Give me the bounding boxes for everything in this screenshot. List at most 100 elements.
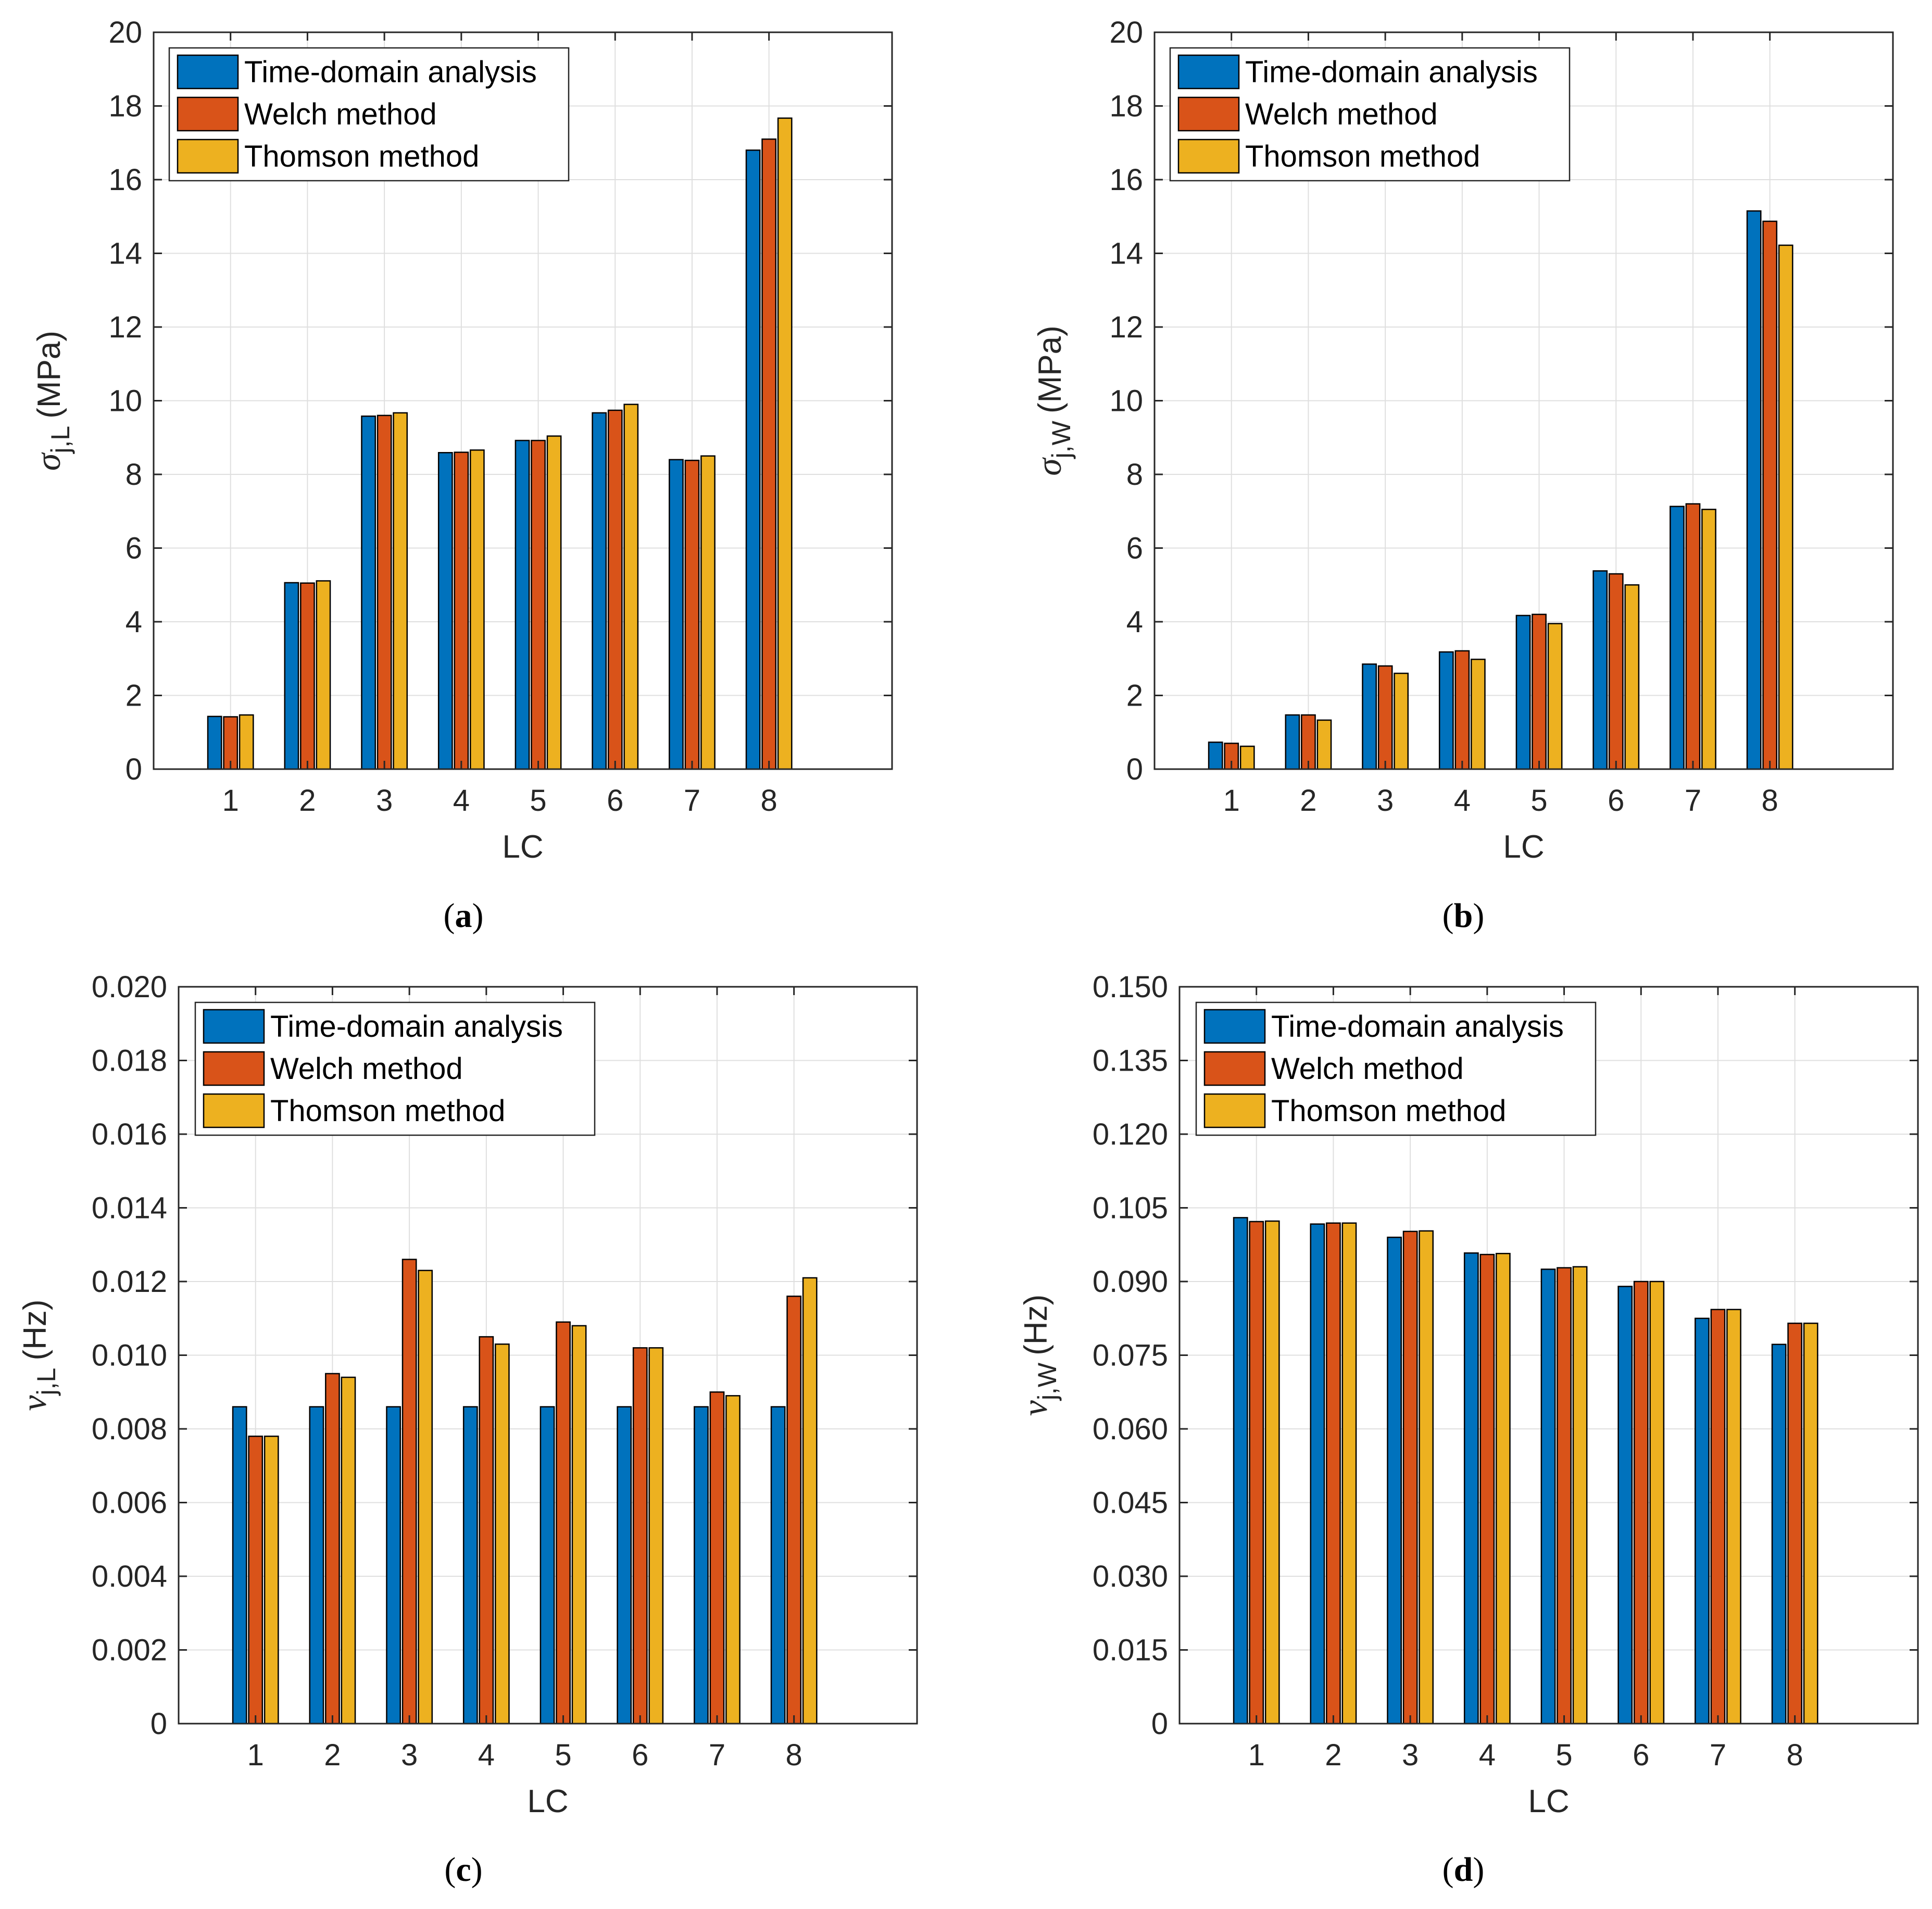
- bar: [531, 439, 546, 770]
- panel-caption: (a): [444, 897, 484, 935]
- bar: [1208, 742, 1223, 770]
- y-tick-label: 0.120: [1093, 1117, 1168, 1151]
- x-tick-label: 1: [1223, 784, 1240, 818]
- bar: [1624, 584, 1640, 770]
- bar: [284, 582, 299, 770]
- y-tick-label: 10: [1109, 384, 1143, 418]
- y-axis-unit: (Hz): [1018, 1295, 1054, 1355]
- x-tick-label: 5: [1530, 784, 1547, 818]
- x-tick-label: 1: [1248, 1738, 1265, 1772]
- x-tick-label: 6: [632, 1738, 648, 1772]
- y-tick-label: 0.060: [1093, 1412, 1168, 1446]
- y-tick-label: 0.015: [1093, 1634, 1168, 1667]
- y-axis-unit: (MPa): [1032, 325, 1068, 413]
- y-tick-label: 0.008: [92, 1412, 167, 1446]
- x-tick-label: 2: [1325, 1738, 1341, 1772]
- y-tick-label: 0.150: [1093, 970, 1168, 1004]
- x-tick-label: 2: [324, 1738, 341, 1772]
- bar: [1264, 1220, 1280, 1725]
- y-tick-label: 6: [126, 532, 142, 566]
- x-tick-label: 2: [1300, 784, 1316, 818]
- y-tick-label: 8: [1126, 458, 1143, 492]
- bar: [248, 1435, 264, 1725]
- x-tick-label: 7: [1710, 1738, 1726, 1772]
- bar: [316, 580, 331, 770]
- caption-open-paren: (: [1442, 1851, 1454, 1889]
- y-axis-subscript: j,W: [1033, 1362, 1062, 1401]
- bar: [1341, 1222, 1357, 1725]
- x-tick-label: 4: [1479, 1738, 1496, 1772]
- bar: [694, 1406, 709, 1725]
- bar: [1233, 1217, 1248, 1725]
- x-axis-label: LC: [527, 1784, 568, 1819]
- legend-label: Time-domain analysis: [1245, 55, 1538, 89]
- x-tick-label: 3: [1402, 1738, 1419, 1772]
- bar: [770, 1406, 786, 1725]
- x-axis-label: LC: [1503, 829, 1544, 865]
- legend-label: Welch method: [1245, 97, 1438, 131]
- legend-swatch: [1203, 1051, 1266, 1086]
- bar: [1515, 614, 1531, 770]
- y-tick-label: 0.105: [1093, 1191, 1168, 1225]
- x-tick-label: 2: [299, 784, 316, 818]
- y-tick-label: 0.045: [1093, 1486, 1168, 1520]
- x-tick-label: 6: [607, 784, 623, 818]
- y-axis-subscript: j,L: [32, 1368, 61, 1397]
- y-tick-label: 4: [1126, 605, 1143, 639]
- y-tick-label: 0.010: [92, 1339, 167, 1373]
- bar: [1685, 503, 1701, 770]
- bar: [1239, 745, 1255, 770]
- y-axis-subscript: j,L: [46, 426, 75, 455]
- y-tick-label: 8: [126, 458, 142, 492]
- y-axis-subscript: j,W: [1047, 420, 1076, 459]
- bar: [1532, 613, 1547, 770]
- bar: [1771, 1343, 1787, 1725]
- y-tick-label: 0: [1151, 1707, 1168, 1741]
- legend-label: Welch method: [1271, 1052, 1464, 1086]
- bar: [1394, 672, 1409, 770]
- y-tick-label: 4: [126, 605, 142, 639]
- y-tick-label: 0.014: [92, 1191, 167, 1225]
- bar: [1592, 570, 1608, 770]
- x-tick-label: 8: [1787, 1738, 1803, 1772]
- bar: [592, 412, 607, 770]
- bar: [1479, 1253, 1495, 1725]
- bar: [515, 439, 530, 770]
- bar: [1572, 1266, 1588, 1725]
- bar: [617, 1406, 632, 1725]
- bar: [607, 409, 623, 770]
- bar: [1649, 1280, 1665, 1725]
- legend-swatch: [203, 1051, 265, 1086]
- x-tick-label: 4: [478, 1738, 495, 1772]
- y-axis-label: νj,L (Hz): [14, 1299, 61, 1411]
- x-tick-label: 1: [222, 784, 239, 818]
- legend-swatch: [177, 96, 239, 132]
- bar: [309, 1406, 324, 1725]
- x-tick-label: 3: [376, 784, 393, 818]
- y-tick-label: 0.018: [92, 1044, 167, 1078]
- x-tick-label: 5: [530, 784, 546, 818]
- y-tick-label: 20: [1109, 16, 1143, 49]
- caption-close-paren: ): [471, 1851, 483, 1889]
- bar: [1454, 650, 1470, 770]
- bar: [1701, 508, 1716, 770]
- bar: [479, 1336, 494, 1725]
- bar: [1803, 1322, 1818, 1725]
- panel-caption: (d): [1442, 1851, 1485, 1889]
- bar: [546, 435, 562, 770]
- bar: [777, 117, 793, 770]
- bar: [469, 449, 485, 770]
- legend-label: Time-domain analysis: [1271, 1010, 1564, 1044]
- legend-label: Thomson method: [244, 140, 479, 173]
- x-axis-label: LC: [1528, 1784, 1569, 1819]
- bar: [1710, 1309, 1726, 1725]
- bar: [556, 1321, 571, 1725]
- legend: Time-domain analysis Welch method Thomson …: [1169, 47, 1571, 182]
- y-tick-label: 2: [126, 679, 142, 713]
- y-tick-label: 20: [108, 16, 142, 49]
- caption-letter: b: [1454, 897, 1473, 935]
